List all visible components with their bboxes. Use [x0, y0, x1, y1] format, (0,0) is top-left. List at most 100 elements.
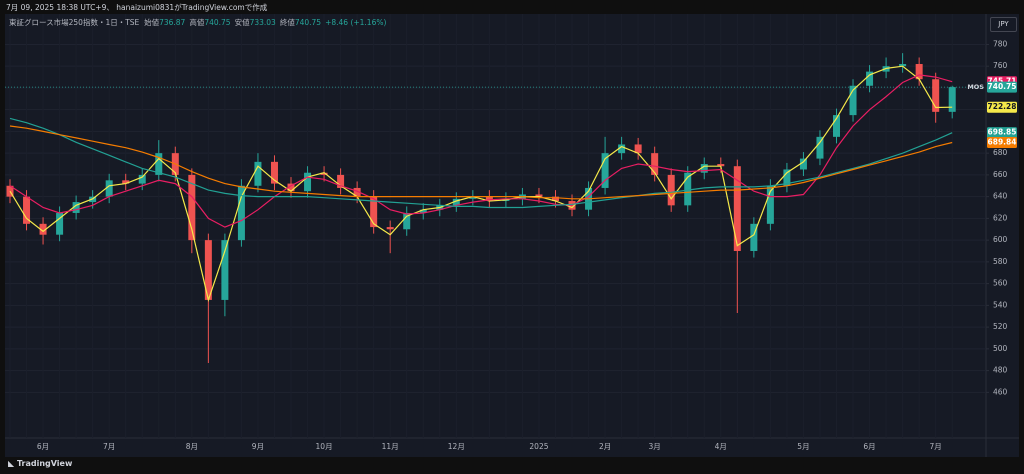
candle-body	[72, 202, 80, 213]
y-tick-label: 460	[993, 387, 1008, 396]
x-tick-label: 6月	[37, 442, 49, 451]
ohlc-label: 高値	[189, 18, 205, 27]
symbol: 東証グロース市場250指数・1日・TSE	[9, 18, 140, 27]
candle-body	[601, 153, 609, 188]
ma-price-tag: 722.28	[988, 102, 1017, 111]
y-tick-label: 500	[993, 344, 1008, 353]
ma-price-tag-bg	[987, 101, 1017, 113]
candle-body	[915, 64, 923, 80]
x-tick-label: 10月	[316, 442, 333, 451]
moving-average-line	[9, 74, 953, 228]
candle-body	[23, 196, 31, 224]
candle-body	[766, 185, 774, 224]
candle-body	[320, 172, 328, 175]
legend: 東証グロース市場250指数・1日・TSE 始値736.87 高値740.75 安値7…	[9, 17, 390, 28]
y-tick-label: 600	[993, 235, 1008, 244]
candle-body	[419, 209, 427, 213]
candle-body	[899, 64, 907, 67]
ma-price-tag-bg	[987, 127, 1017, 139]
x-tick-label: 3月	[649, 442, 661, 451]
x-tick-label: 4月	[715, 442, 727, 451]
last-price-tag: 740.75	[988, 82, 1017, 91]
y-tick-label: 760	[993, 61, 1008, 70]
x-tick-label: 8月	[186, 442, 198, 451]
candle-body	[833, 115, 840, 137]
candle-body	[733, 166, 741, 252]
candle-body	[849, 85, 857, 116]
ma-price-tag-bg	[987, 136, 1017, 148]
x-tick-label: 7月	[930, 442, 942, 451]
candle-body	[684, 172, 692, 206]
candle-body	[932, 79, 940, 112]
x-tick-label: 2025	[529, 442, 548, 451]
candle-body	[155, 153, 163, 175]
ohlc-value: 733.03	[249, 18, 276, 27]
currency-button[interactable]: JPY	[990, 17, 1017, 32]
candle-body	[452, 198, 460, 206]
candle-body	[105, 180, 113, 197]
y-tick-label: 680	[993, 148, 1008, 157]
x-tick-label: 12月	[448, 442, 465, 451]
candle-body	[204, 240, 212, 300]
candle-body	[551, 196, 559, 201]
candle-body	[618, 144, 626, 154]
y-tick-label: 480	[993, 366, 1008, 375]
candle-body	[651, 153, 659, 175]
candle-body	[816, 136, 824, 159]
x-tick-label: 5月	[797, 442, 809, 451]
y-tick-label: 640	[993, 192, 1008, 201]
candle-body	[270, 161, 278, 184]
candle-body	[634, 144, 642, 154]
moving-average-line	[9, 65, 953, 303]
candle-body	[287, 183, 295, 192]
candle-body	[485, 196, 493, 201]
y-tick-label: 520	[993, 322, 1008, 331]
ohlc-value: 740.75	[204, 18, 231, 27]
x-tick-label: 6月	[863, 442, 875, 451]
candle-body	[866, 71, 874, 86]
candle-body	[370, 196, 378, 228]
x-tick-label: 7月	[103, 442, 115, 451]
candle-body	[799, 158, 807, 170]
candle-body	[337, 174, 345, 188]
ma-price-tag: 689.84	[988, 137, 1017, 146]
moving-average-line	[9, 125, 953, 200]
change: +8.46 (+1.16%)	[325, 18, 387, 27]
moving-average-line	[9, 117, 953, 209]
x-tick-label: 9月	[252, 442, 264, 451]
y-tick-label: 620	[993, 213, 1008, 222]
y-tick-label: 580	[993, 257, 1008, 266]
candle-body	[221, 240, 229, 300]
x-tick-label: 11月	[382, 442, 399, 451]
candle-body	[717, 164, 725, 167]
candle-body	[39, 223, 47, 235]
ma-price-tag: 698.85	[988, 128, 1017, 137]
candle-body	[122, 180, 130, 184]
y-tick-label: 560	[993, 279, 1008, 288]
candle-body	[403, 212, 411, 230]
candle-body	[254, 161, 262, 186]
ohlc-values: 始値736.87 高値740.75 安値733.03 終値740.75	[144, 18, 325, 27]
candle-body	[469, 196, 477, 199]
ohlc-label: 安値	[234, 18, 250, 27]
candle-body	[138, 174, 146, 184]
y-tick-label: 540	[993, 300, 1008, 309]
candle-body	[783, 169, 791, 186]
brand-name: TradingView	[16, 459, 73, 468]
candle-body	[237, 185, 245, 241]
candle-body	[535, 194, 543, 197]
ohlc-label: 始値	[144, 18, 160, 27]
ohlc-value: 740.75	[294, 18, 322, 27]
last-price-tag-bg	[987, 81, 1017, 93]
symbol-tag: MOS	[967, 83, 984, 91]
ohlc-value: 736.87	[159, 18, 186, 27]
ma-price-tag: 745.71	[988, 77, 1017, 86]
x-tick-label: 2月	[599, 442, 611, 451]
caption: 7月 09, 2025 18:38 UTC+9、 hanaizumi0831がT…	[6, 3, 268, 12]
candle-body	[56, 212, 64, 235]
candle-body	[700, 164, 708, 173]
y-tick-label: 660	[993, 170, 1008, 179]
candle-body	[948, 87, 956, 112]
